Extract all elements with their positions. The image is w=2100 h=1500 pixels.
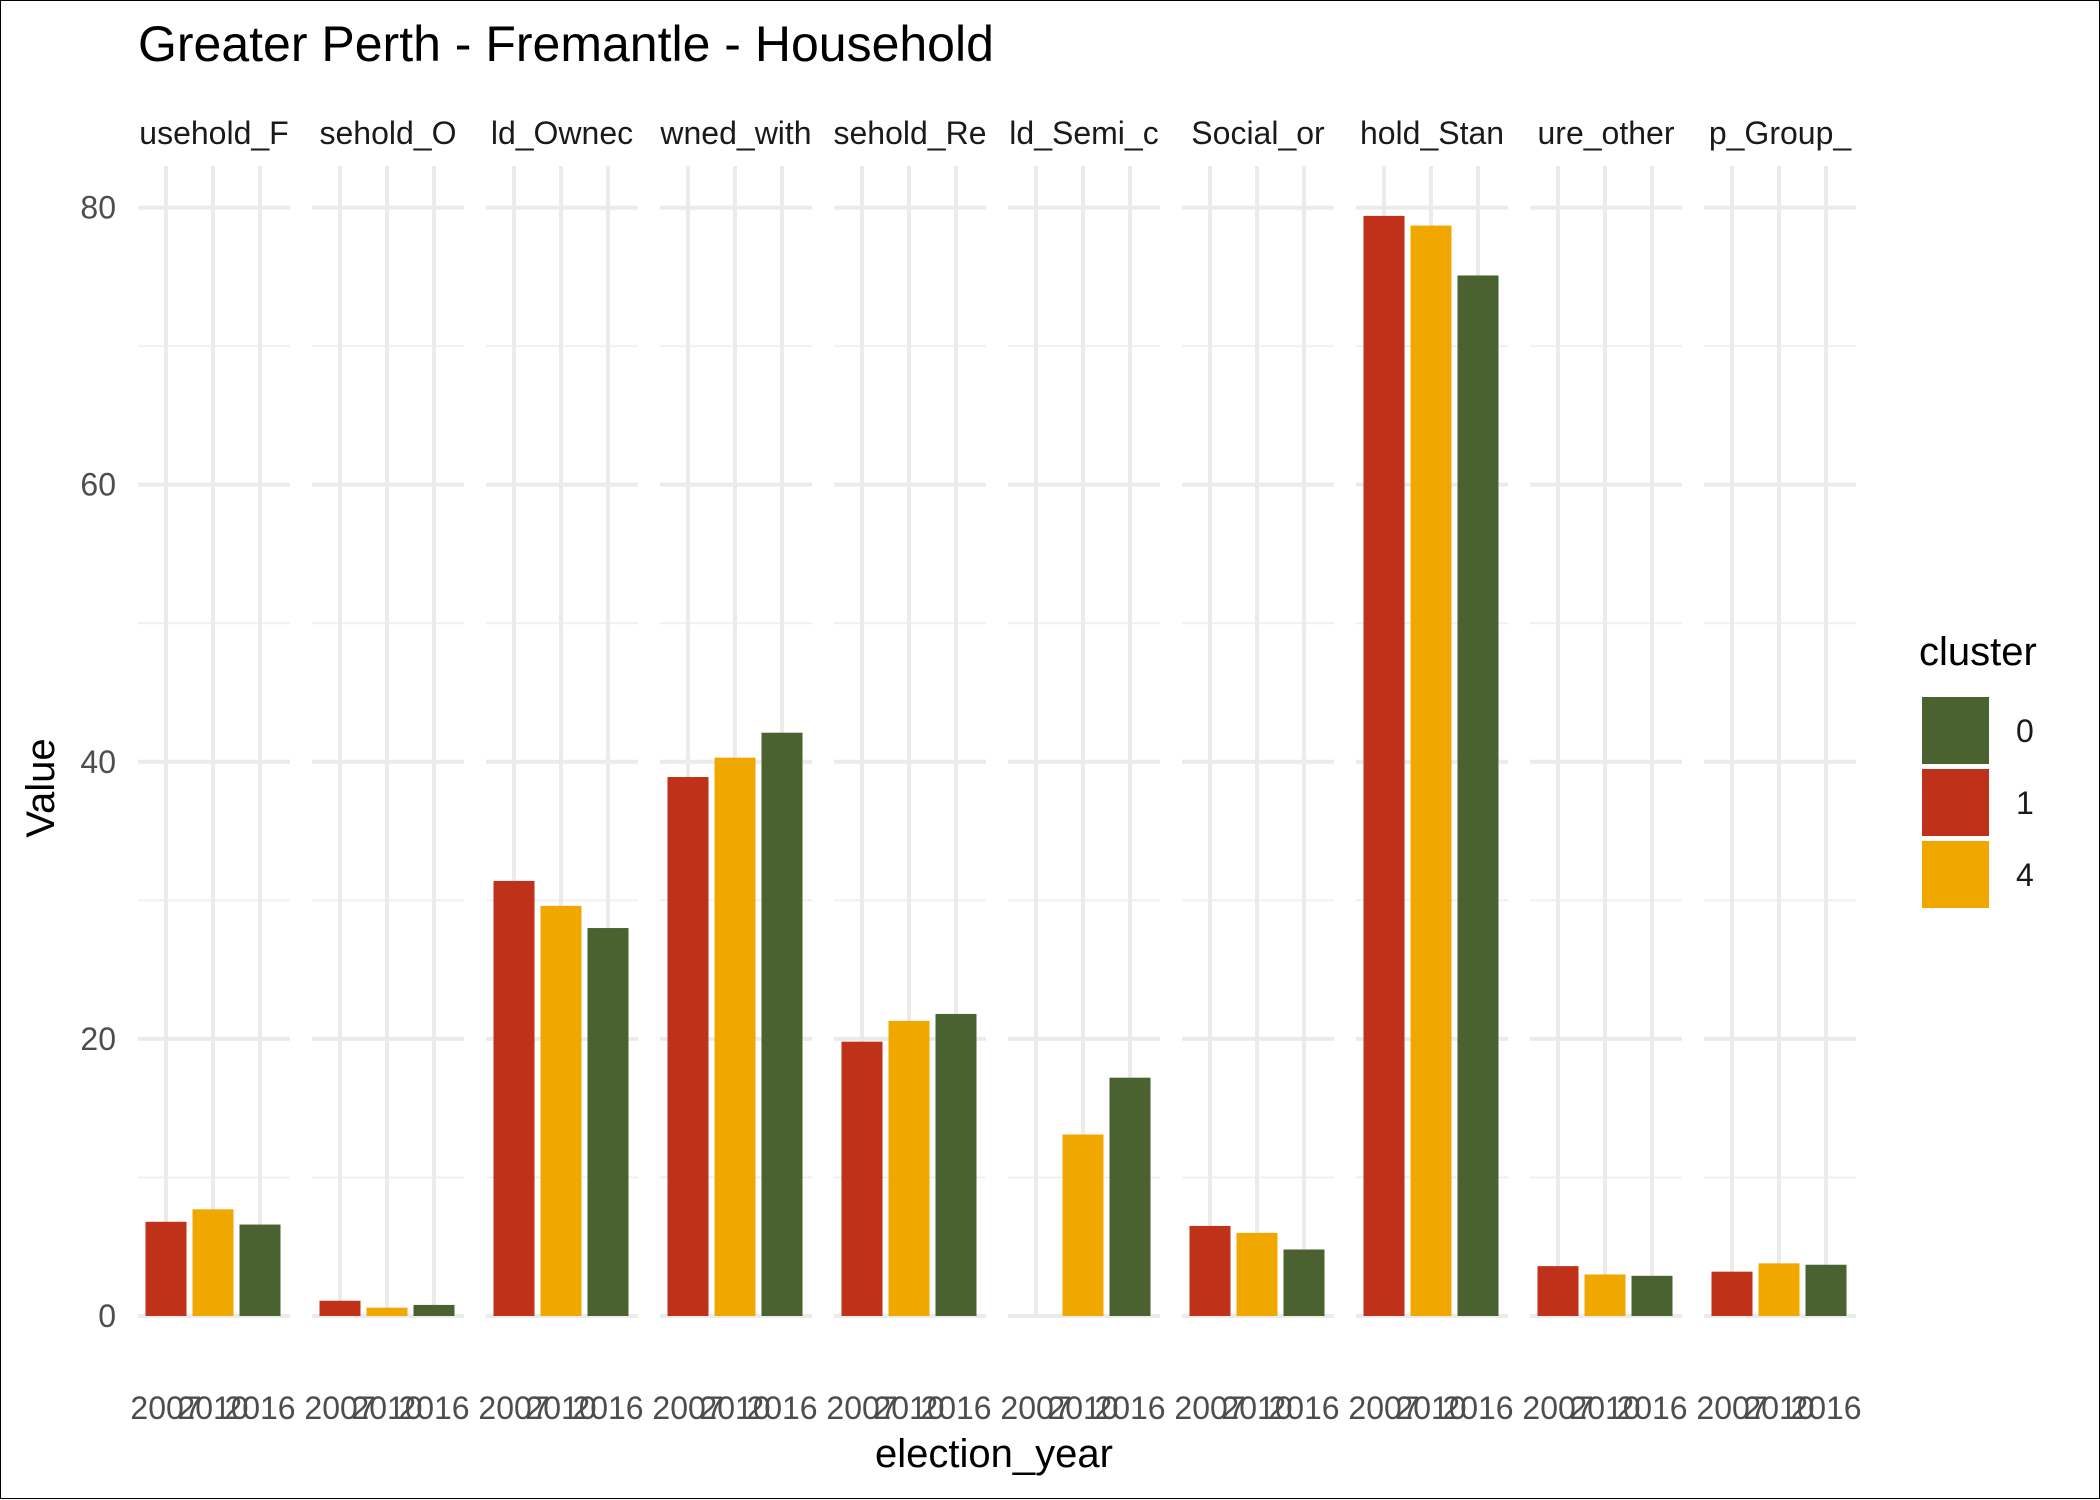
x-tick-label: 2007	[1348, 1390, 1419, 1426]
facet-strip-label: usehold_F	[139, 115, 288, 151]
bar-2016	[1631, 1275, 1673, 1316]
bar-2016	[1109, 1077, 1151, 1316]
facet-strip-label: hold_Stan	[1360, 115, 1504, 151]
bar-2010	[1758, 1263, 1800, 1316]
legend: cluster 0 1 4	[1919, 630, 2037, 908]
bar-2016	[1805, 1264, 1847, 1316]
legend-swatch-0	[1922, 697, 1989, 764]
bar-2010	[366, 1307, 408, 1316]
facet-strip-label: wned_with	[659, 115, 811, 151]
facet-strip-label: ure_other	[1538, 115, 1675, 151]
facet-panels: 020406080200720102016usehold_F2007201020…	[80, 115, 1861, 1426]
x-tick-label: 2016	[1442, 1390, 1513, 1426]
x-tick-label: 2016	[398, 1390, 469, 1426]
legend-label-0: 0	[2016, 713, 2034, 749]
x-tick-label: 2007	[1000, 1390, 1071, 1426]
y-axis-title: Value	[19, 738, 63, 837]
x-tick-label: 2010	[1743, 1390, 1814, 1426]
bar-2010	[714, 757, 756, 1316]
x-tick-label: 2016	[1790, 1390, 1861, 1426]
legend-swatch-1	[1922, 769, 1989, 836]
x-tick-label: 2010	[351, 1390, 422, 1426]
facet-strip-label: ld_Semi_c	[1009, 115, 1158, 151]
x-tick-label: 2010	[699, 1390, 770, 1426]
y-tick-label: 0	[98, 1298, 116, 1334]
x-tick-label: 2007	[826, 1390, 897, 1426]
x-tick-label: 2016	[1268, 1390, 1339, 1426]
bar-2016	[1457, 275, 1499, 1317]
facet-strip-label: sehold_Re	[834, 115, 987, 151]
bar-2010	[540, 905, 582, 1316]
x-tick-label: 2016	[746, 1390, 817, 1426]
legend-label-4: 4	[2016, 857, 2034, 893]
x-tick-label: 2010	[1569, 1390, 1640, 1426]
bar-2016	[587, 928, 629, 1316]
x-tick-label: 2007	[1522, 1390, 1593, 1426]
facet-strip-label: Social_or	[1191, 115, 1325, 151]
bar-2007	[1537, 1266, 1579, 1316]
bar-2016	[935, 1013, 977, 1316]
bar-2007	[319, 1300, 361, 1316]
bar-2007	[667, 777, 709, 1316]
bar-2016	[413, 1304, 455, 1316]
facet-strip-label: sehold_O	[320, 115, 457, 151]
facet-strip-label: ld_Ownec	[491, 115, 633, 151]
x-tick-label: 2016	[1616, 1390, 1687, 1426]
y-tick-label: 80	[80, 190, 116, 226]
y-tick-label: 60	[80, 467, 116, 503]
x-tick-label: 2010	[177, 1390, 248, 1426]
y-tick-label: 20	[80, 1021, 116, 1057]
facet-strip-label: p_Group_	[1709, 115, 1853, 151]
bar-2010	[1584, 1274, 1626, 1316]
bar-2010	[1062, 1134, 1104, 1316]
bar-2016	[761, 732, 803, 1316]
bar-2010	[192, 1209, 234, 1316]
x-tick-label: 2007	[478, 1390, 549, 1426]
bar-2007	[841, 1041, 883, 1316]
legend-label-1: 1	[2016, 785, 2034, 821]
bar-2010	[1236, 1232, 1278, 1316]
x-tick-label: 2010	[525, 1390, 596, 1426]
x-tick-label: 2016	[224, 1390, 295, 1426]
x-tick-label: 2007	[304, 1390, 375, 1426]
bar-2016	[239, 1224, 281, 1316]
bar-2007	[1363, 215, 1405, 1316]
legend-title: cluster	[1919, 630, 2037, 674]
x-tick-label: 2007	[652, 1390, 723, 1426]
x-tick-label: 2016	[1094, 1390, 1165, 1426]
legend-swatch-4	[1922, 841, 1989, 908]
bar-2007	[145, 1221, 187, 1316]
bar-2007	[493, 880, 535, 1316]
bar-2010	[1410, 225, 1452, 1316]
bar-2010	[888, 1020, 930, 1316]
x-tick-label: 2010	[873, 1390, 944, 1426]
x-tick-label: 2007	[1696, 1390, 1767, 1426]
x-tick-label: 2016	[572, 1390, 643, 1426]
chart-title: Greater Perth - Fremantle - Household	[138, 16, 994, 72]
x-tick-label: 2010	[1047, 1390, 1118, 1426]
x-tick-label: 2010	[1395, 1390, 1466, 1426]
bar-2007	[1711, 1271, 1753, 1316]
x-tick-label: 2007	[1174, 1390, 1245, 1426]
x-tick-label: 2010	[1221, 1390, 1292, 1426]
y-tick-label: 40	[80, 744, 116, 780]
bar-2007	[1189, 1225, 1231, 1316]
x-tick-label: 2016	[920, 1390, 991, 1426]
x-tick-label: 2007	[130, 1390, 201, 1426]
bar-2016	[1283, 1249, 1325, 1316]
x-axis-title: election_year	[875, 1432, 1113, 1476]
